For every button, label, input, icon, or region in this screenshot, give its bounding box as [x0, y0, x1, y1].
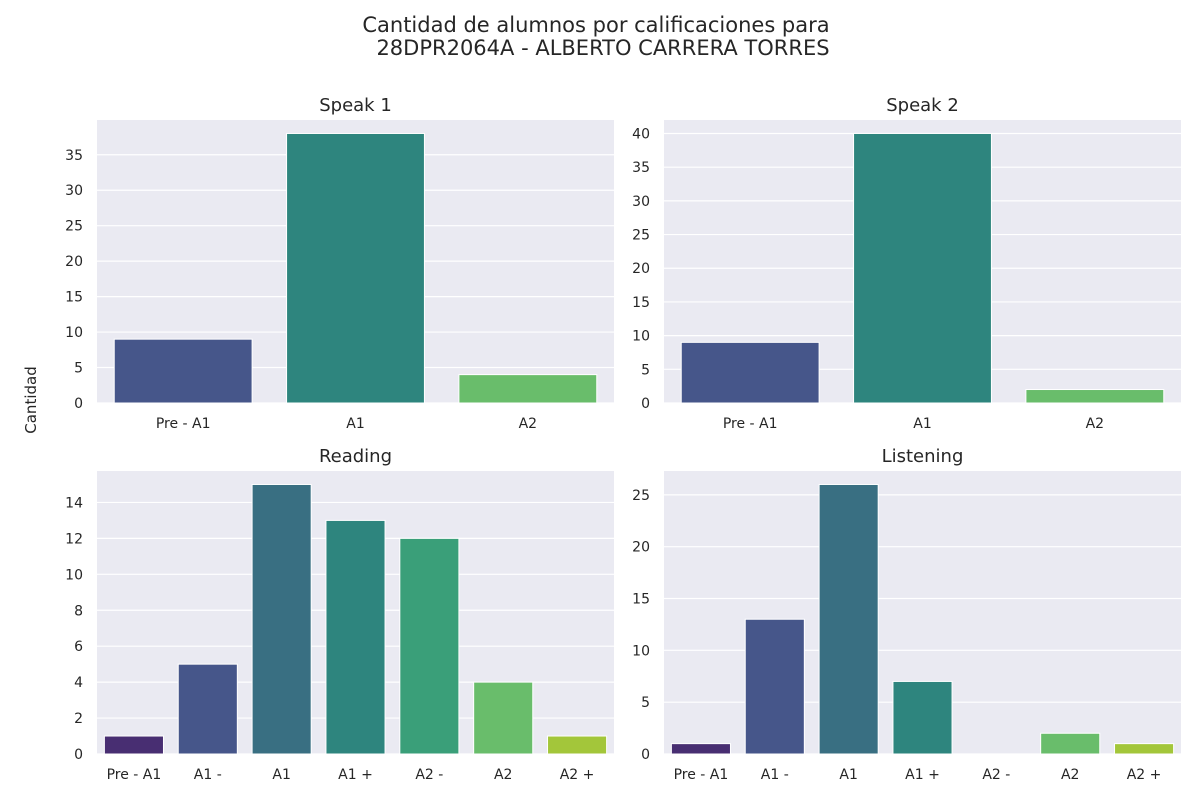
- bar-2: [177, 663, 238, 755]
- bar-4: [892, 680, 953, 755]
- x-tick-label: A2: [1061, 767, 1079, 783]
- y-axis-label: Cantidad: [22, 366, 40, 433]
- y-tick-label: 10: [65, 567, 83, 583]
- bar-3: [251, 483, 312, 755]
- y-tick-label: 30: [632, 194, 650, 210]
- x-tick-label: Pre - A1: [723, 416, 778, 432]
- y-tick-label: 6: [74, 639, 83, 655]
- x-tick-label: Pre - A1: [674, 767, 729, 783]
- y-tick-label: 25: [632, 488, 650, 504]
- y-tick-label: 0: [641, 747, 650, 763]
- panel-title: Listening: [882, 446, 964, 467]
- x-tick-label: Pre - A1: [107, 767, 162, 783]
- bar-2: [744, 618, 805, 755]
- panel-title: Reading: [319, 446, 392, 467]
- y-tick-label: 20: [632, 540, 650, 556]
- y-tick-label: 15: [632, 592, 650, 608]
- x-tick-label: A2 +: [560, 767, 595, 783]
- bar-1: [113, 338, 253, 404]
- x-tick-label: A1: [272, 767, 290, 783]
- chart-panel-2: 0 5 10 15 20 25 30 35 40 Pre - A1 A1 A2 Speak 2: [632, 95, 1181, 432]
- y-tick-label: 5: [74, 361, 83, 377]
- chart-panel-4: 0 5 10 15 20 25 Pre - A1 A1 - A1 A1 + A2 - A2 A2 + Li…: [632, 446, 1181, 783]
- y-tick-label: 15: [65, 290, 83, 306]
- bar-5: [399, 537, 460, 755]
- bar-6: [473, 681, 534, 755]
- x-tick-label: A1: [346, 416, 364, 432]
- bar-4: [325, 519, 386, 755]
- x-tick-label: A2: [1086, 416, 1104, 432]
- bar-7: [547, 735, 608, 755]
- bar-3: [1025, 389, 1165, 404]
- y-tick-label: 25: [632, 228, 650, 244]
- y-tick-label: 20: [65, 254, 83, 270]
- y-tick-label: 10: [632, 643, 650, 659]
- x-tick-label: A2: [494, 767, 512, 783]
- y-tick-label: 0: [74, 396, 83, 412]
- chart-panel-1: 0 5 10 15 20 25 30 35 Pre - A1 A1 A2 Speak 1: [65, 95, 614, 432]
- bar-1: [103, 735, 164, 755]
- panel-title: Speak 1: [319, 95, 392, 116]
- bar-6: [1040, 732, 1101, 755]
- y-tick-label: 10: [632, 329, 650, 345]
- bar-1: [680, 341, 820, 404]
- x-tick-label: A2 +: [1127, 767, 1162, 783]
- y-tick-label: 5: [641, 362, 650, 378]
- y-tick-label: 25: [65, 219, 83, 235]
- y-tick-label: 5: [641, 695, 650, 711]
- x-tick-label: A1 +: [905, 767, 940, 783]
- x-tick-label: A2 -: [982, 767, 1010, 783]
- x-tick-label: A1 +: [338, 767, 373, 783]
- y-tick-label: 10: [65, 325, 83, 341]
- x-tick-label: Pre - A1: [156, 416, 211, 432]
- x-tick-label: A2: [519, 416, 537, 432]
- y-tick-label: 35: [65, 148, 83, 164]
- bar-3: [458, 374, 598, 404]
- y-tick-label: 12: [65, 531, 83, 547]
- y-tick-label: 2: [74, 711, 83, 727]
- figure-title-line1: Cantidad de alumnos por calificaciones p…: [362, 13, 829, 37]
- bar-7: [1114, 743, 1175, 755]
- y-tick-label: 15: [632, 295, 650, 311]
- bar-2: [286, 132, 425, 404]
- chart-panel-3: 0 2 4 6 8 10 12 14 Pre - A1 A1 - A1 A1 + A2 - A2 A2 + R…: [65, 446, 614, 783]
- y-tick-label: 30: [65, 183, 83, 199]
- y-tick-label: 40: [632, 126, 650, 142]
- y-tick-label: 8: [74, 603, 83, 619]
- y-tick-label: 0: [641, 396, 650, 412]
- y-tick-label: 14: [65, 495, 83, 511]
- y-tick-label: 20: [632, 261, 650, 277]
- x-tick-label: A2 -: [415, 767, 443, 783]
- bar-3: [818, 483, 879, 755]
- x-tick-label: A1: [839, 767, 857, 783]
- x-tick-label: A1 -: [194, 767, 222, 783]
- panel-title: Speak 2: [886, 95, 959, 116]
- y-tick-label: 4: [74, 675, 83, 691]
- x-tick-label: A1 -: [761, 767, 789, 783]
- bar-2: [853, 132, 992, 404]
- x-tick-label: A1: [913, 416, 931, 432]
- y-tick-label: 35: [632, 160, 650, 176]
- bar-1: [670, 743, 731, 755]
- figure-title-line2: 28DPR2064A - ALBERTO CARRERA TORRES: [376, 36, 829, 60]
- y-tick-label: 0: [74, 747, 83, 763]
